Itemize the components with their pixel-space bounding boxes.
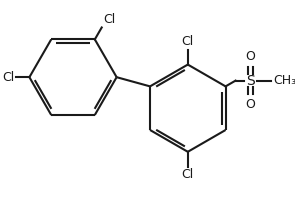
Text: CH₃: CH₃: [273, 74, 295, 87]
Text: O: O: [245, 50, 255, 63]
Text: Cl: Cl: [103, 13, 115, 26]
Text: S: S: [246, 74, 255, 88]
Text: O: O: [245, 98, 255, 111]
Text: Cl: Cl: [182, 35, 194, 49]
Text: Cl: Cl: [2, 71, 14, 84]
Text: Cl: Cl: [182, 168, 194, 181]
